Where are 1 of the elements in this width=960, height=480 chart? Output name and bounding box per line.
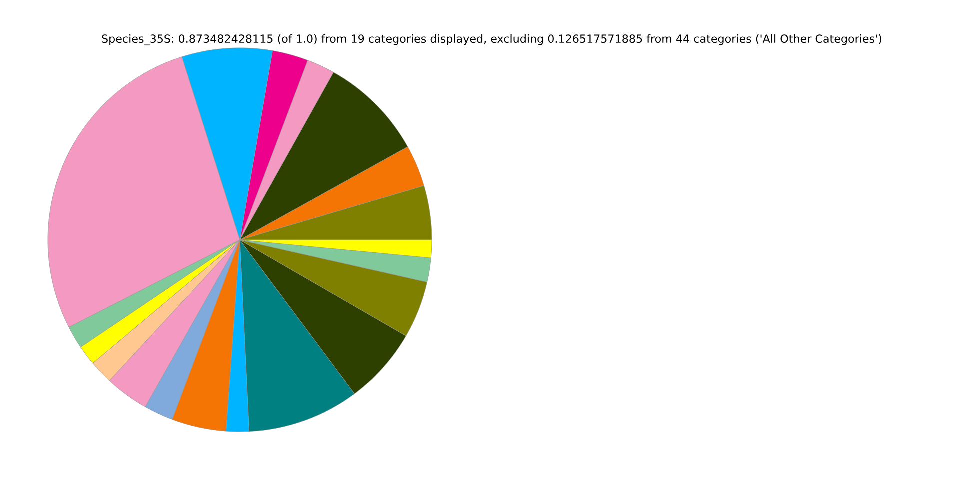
text: Species_35S: 0.873482428115 (of 1.0) from 19 categories displayed, excluding 0.126517571885 from 44 categories ('All Other Categories') (102, 34, 882, 46)
